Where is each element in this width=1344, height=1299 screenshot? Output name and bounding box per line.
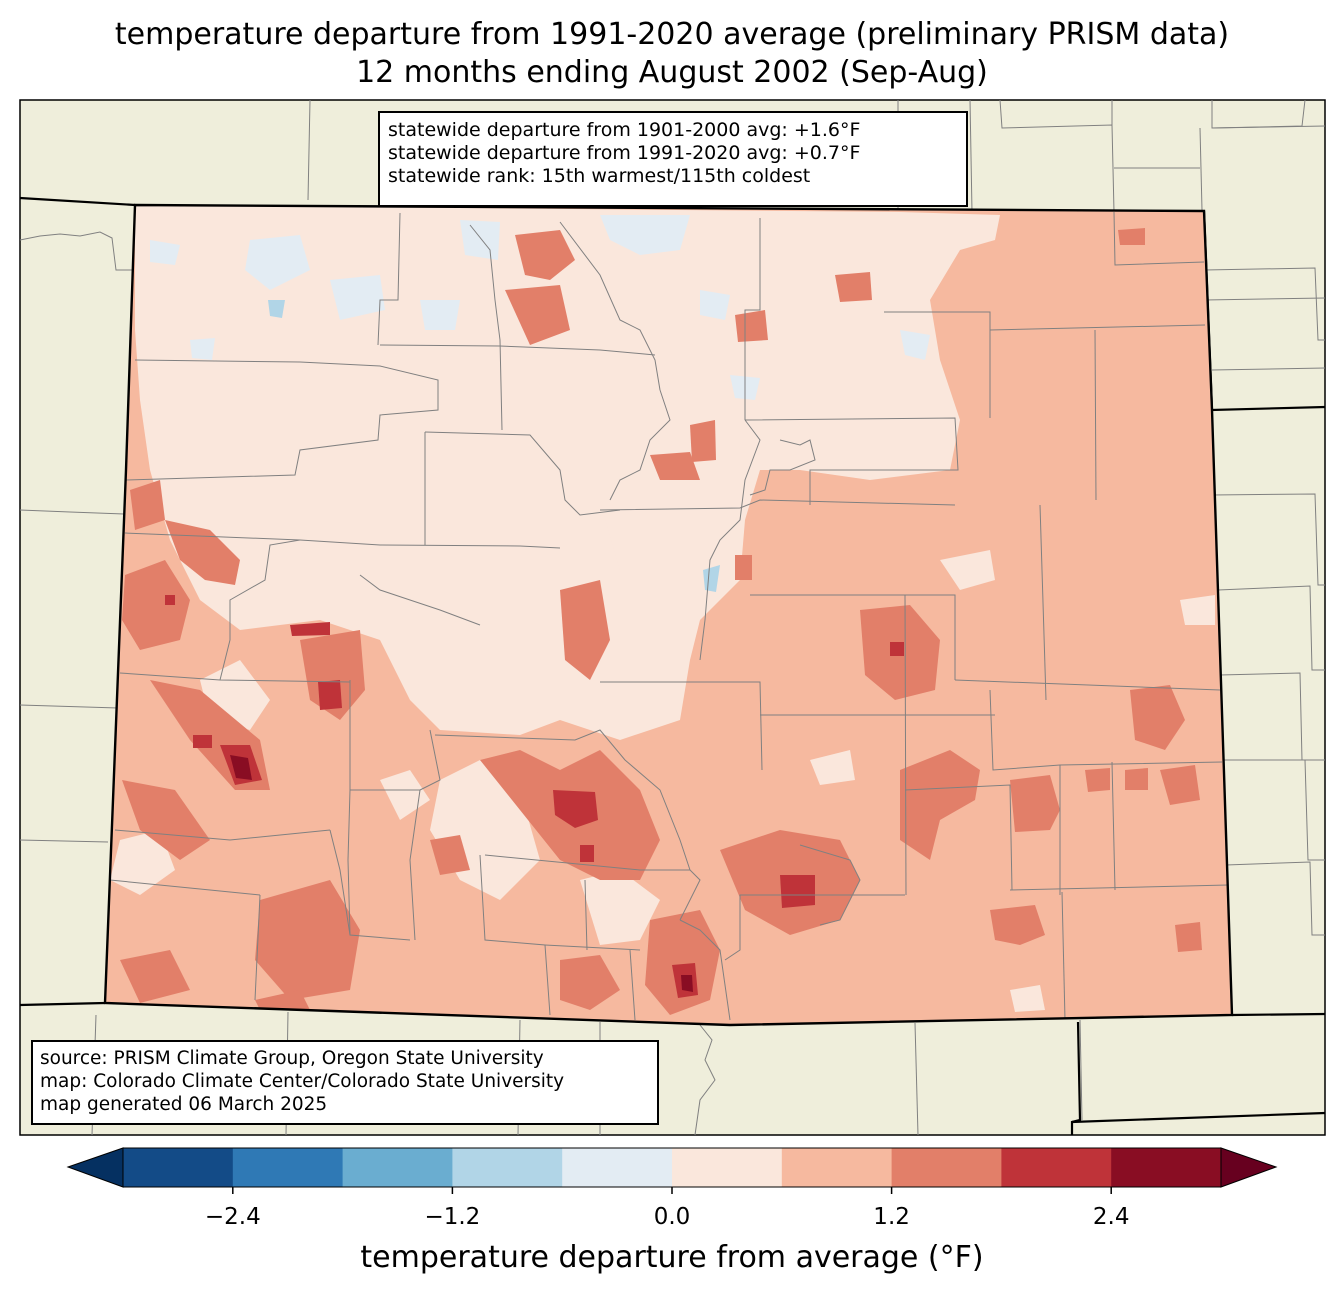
colorbar-bin-3 bbox=[452, 1148, 563, 1187]
colorbar-label: temperature departure from average (°F) bbox=[360, 1240, 984, 1275]
colorbar-bin-6 bbox=[781, 1148, 893, 1187]
colorbar-bin-0 bbox=[123, 1148, 234, 1187]
source-line-3: map generated 06 March 2025 bbox=[40, 1094, 328, 1115]
colorbar-bin-9 bbox=[1111, 1148, 1222, 1187]
county-lines bbox=[109, 211, 1231, 1021]
colorbar-tick-label-2: 0.0 bbox=[653, 1204, 691, 1230]
statewide-stats-box: statewide departure from 1901-2000 avg: … bbox=[378, 111, 968, 207]
colorbar-bin-5 bbox=[672, 1148, 783, 1187]
neighbor-county-lines bbox=[19, 99, 1326, 1136]
colorbar-tick-label-1: −1.2 bbox=[424, 1204, 481, 1230]
temperature-field bbox=[105, 205, 1232, 1025]
colorbar-bin-8 bbox=[1001, 1148, 1112, 1187]
stats-line-2: statewide departure from 1991-2020 avg: … bbox=[388, 142, 861, 164]
source-line-1: source: PRISM Climate Group, Oregon Stat… bbox=[40, 1048, 544, 1069]
colorbar bbox=[66, 1147, 1278, 1194]
colorbar-bin-2 bbox=[342, 1148, 453, 1187]
stats-line-1: statewide departure from 1901-2000 avg: … bbox=[388, 119, 861, 141]
source-line-2: map: Colorado Climate Center/Colorado St… bbox=[40, 1071, 565, 1092]
colorbar-bin-1 bbox=[232, 1148, 344, 1187]
colorbar-tick-label-3: 1.2 bbox=[873, 1204, 910, 1230]
colorado-border bbox=[103, 203, 1234, 1027]
stats-line-3: statewide rank: 15th warmest/115th colde… bbox=[388, 165, 811, 187]
source-box: source: PRISM Climate Group, Oregon Stat… bbox=[31, 1040, 659, 1125]
map-title-line-1: temperature departure from 1991-2020 ave… bbox=[114, 17, 1230, 52]
colorbar-tick-label-4: 2.4 bbox=[1092, 1204, 1130, 1230]
colorbar-over-triangle bbox=[1220, 1147, 1278, 1188]
map-title-line-2: 12 months ending August 2002 (Sep-Aug) bbox=[356, 55, 988, 90]
colorbar-tick-label-0: −2.4 bbox=[204, 1204, 261, 1230]
colorbar-bin-7 bbox=[891, 1148, 1002, 1187]
colorbar-bin-4 bbox=[562, 1148, 673, 1187]
colorbar-under-triangle bbox=[66, 1147, 124, 1188]
